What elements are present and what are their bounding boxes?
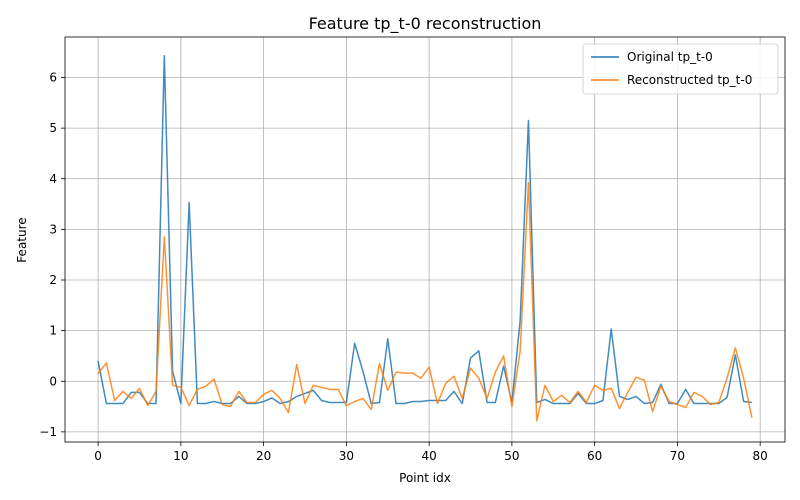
x-tick-label: 10 <box>173 449 188 463</box>
y-tick-label: 4 <box>49 172 57 186</box>
x-tick-label: 0 <box>94 449 102 463</box>
y-tick-label: −1 <box>39 425 57 439</box>
y-tick-label: 3 <box>49 222 57 236</box>
legend-box <box>582 43 779 95</box>
grid <box>65 37 785 442</box>
y-tick-label: 5 <box>49 121 57 135</box>
x-tick-label: 80 <box>753 449 768 463</box>
legend-label-reconstructed: Reconstructed tp_t-0 <box>627 73 752 87</box>
reconstructed-series-line <box>97 182 753 422</box>
y-tick-label: 1 <box>49 324 57 338</box>
x-tick-label: 30 <box>339 449 354 463</box>
original-series-line <box>97 54 752 405</box>
x-tick-label: 70 <box>670 449 685 463</box>
x-tick-label: 60 <box>587 449 602 463</box>
y-tick-label: 0 <box>49 374 57 388</box>
x-tick-label: 50 <box>504 449 519 463</box>
y-tick-label: 6 <box>49 71 57 85</box>
axis-ticks: 0 10 20 30 40 50 60 70 80 −1 0 1 2 3 4 5 6 <box>39 71 768 464</box>
plot-frame <box>64 36 786 443</box>
x-axis-label: Point idx <box>399 471 451 485</box>
legend-label-original: Original tp_t-0 <box>627 50 713 64</box>
x-tick-label: 40 <box>421 449 436 463</box>
x-tick-label: 20 <box>256 449 271 463</box>
series-lines <box>97 54 753 422</box>
y-tick-label: 2 <box>49 273 57 287</box>
y-axis-label: Feature <box>15 217 29 262</box>
legend: Original tp_t-0 Reconstructed tp_t-0 <box>582 43 779 95</box>
chart-title: Feature tp_t-0 reconstruction <box>309 14 542 34</box>
